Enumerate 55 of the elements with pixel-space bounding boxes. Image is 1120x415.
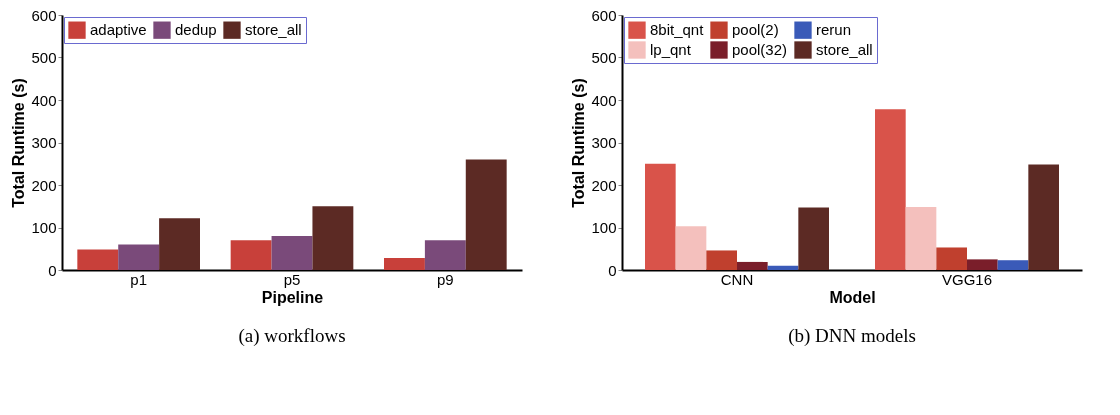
x-axis-title: Pipeline (261, 288, 324, 306)
bar (936, 247, 967, 270)
legend-label: store_all (245, 21, 302, 39)
y-tick-label: 600 (31, 6, 57, 24)
bar (767, 265, 799, 270)
legend-label: dedup (175, 21, 217, 39)
bar (230, 240, 272, 270)
y-axis-title: Total Runtime (s) (570, 78, 588, 208)
y-tick-label: 0 (48, 261, 57, 279)
y-tick-label: 300 (31, 134, 57, 151)
y-tick-label: 500 (31, 49, 57, 66)
y-tick-label: 200 (31, 176, 57, 194)
y-tick-label: 300 (591, 134, 617, 151)
y-tick-label: 100 (31, 219, 57, 236)
bar (706, 250, 737, 270)
y-tick-label: 0 (608, 261, 617, 279)
x-tick-label: VGG16 (941, 270, 993, 288)
bar (997, 260, 1029, 270)
bar (737, 261, 768, 270)
y-tick-label: 200 (591, 176, 617, 194)
y-tick-label: 400 (31, 91, 57, 109)
text: (a) workflows (238, 325, 346, 347)
y-tick-label: 600 (591, 6, 617, 24)
y-tick-label: 100 (591, 219, 617, 236)
x-tick-label: p5 (283, 270, 301, 288)
legend-label: pool(2) (732, 21, 779, 39)
bar (905, 207, 937, 270)
legend-label: 8bit_qnt (650, 21, 705, 39)
legend-label: adaptive (90, 21, 147, 39)
bar (1028, 164, 1059, 270)
x-tick-label: CNN (720, 270, 754, 288)
bar (384, 258, 425, 270)
bar (77, 249, 119, 270)
bar (967, 259, 998, 270)
bar (159, 218, 200, 270)
bar (875, 109, 906, 270)
legend-label: store_all (816, 41, 873, 58)
x-tick-label: p9 (436, 270, 454, 288)
bar (424, 240, 466, 270)
y-tick-label: 400 (591, 91, 617, 109)
text: (b) DNN models (788, 325, 916, 347)
bar (465, 159, 507, 270)
bar (675, 226, 707, 270)
bar (271, 236, 313, 270)
bar (312, 206, 354, 270)
legend-label: lp_qnt (650, 41, 692, 58)
legend-label: rerun (816, 21, 852, 39)
y-axis-title: Total Runtime (s) (10, 78, 28, 208)
bar (798, 207, 829, 270)
y-tick-label: 500 (591, 49, 617, 66)
bar (645, 163, 676, 270)
x-axis-title: Model (829, 288, 876, 306)
x-tick-label: p1 (130, 270, 148, 288)
bar (118, 244, 160, 270)
legend-label: pool(32) (732, 41, 788, 58)
